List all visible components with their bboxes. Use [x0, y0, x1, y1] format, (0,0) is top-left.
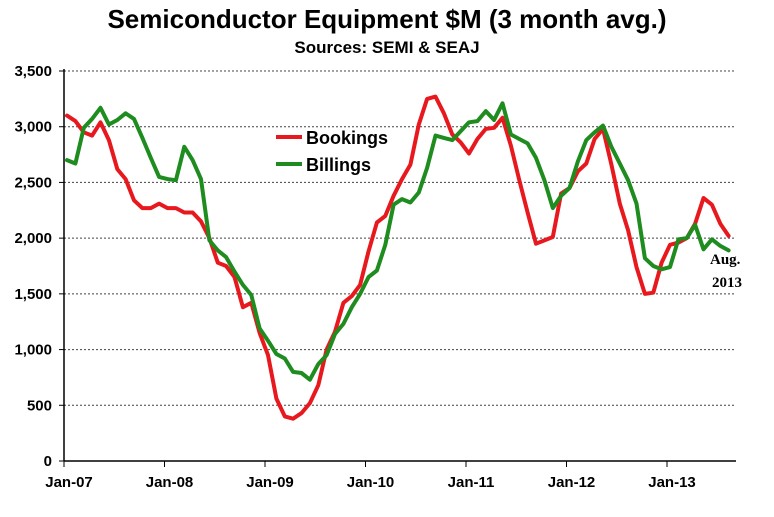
chart-title: Semiconductor Equipment $M (3 month avg.…	[107, 4, 667, 34]
legend-label-billings: Billings	[306, 155, 371, 175]
series-lines	[65, 94, 731, 421]
legend: Bookings Billings	[276, 128, 388, 175]
x-tick-label: Jan-07	[45, 474, 93, 491]
y-tick-label: 500	[27, 397, 52, 414]
y-tick-labels: 0 500 1,000 1,500 2,000 2,500 3,000 3,500	[14, 63, 52, 470]
y-tick-label: 2,500	[14, 174, 52, 191]
y-tick-label: 2,000	[14, 230, 52, 247]
y-tick-label: 1,000	[14, 342, 52, 359]
annotation-line-2: 2013	[712, 275, 742, 291]
x-tick-labels: Jan-07 Jan-08 Jan-09 Jan-10 Jan-11 Jan-12 Jan-…	[45, 474, 696, 491]
x-tick-label: Jan-08	[146, 474, 194, 491]
x-tick-label: Jan-12	[548, 474, 596, 491]
x-tick-label: Jan-11	[448, 474, 495, 491]
legend-label-bookings: Bookings	[306, 128, 388, 148]
annotation-aug-2013: Aug. 2013	[710, 252, 742, 291]
axes	[59, 69, 736, 467]
gridlines	[64, 70, 736, 406]
y-tick-label: 3,500	[14, 63, 52, 80]
series-line-billings	[65, 101, 731, 382]
annotation-line-1: Aug.	[710, 252, 741, 268]
x-tick-label: Jan-13	[648, 474, 696, 491]
series-line-bookings	[65, 94, 731, 421]
x-tick-label: Jan-09	[246, 474, 294, 491]
chart-subtitle: Sources: SEMI & SEAJ	[294, 38, 480, 57]
y-tick-label: 3,000	[14, 119, 52, 136]
x-tick-label: Jan-10	[347, 474, 395, 491]
y-tick-label: 0	[44, 453, 52, 470]
y-tick-label: 1,500	[14, 286, 52, 303]
